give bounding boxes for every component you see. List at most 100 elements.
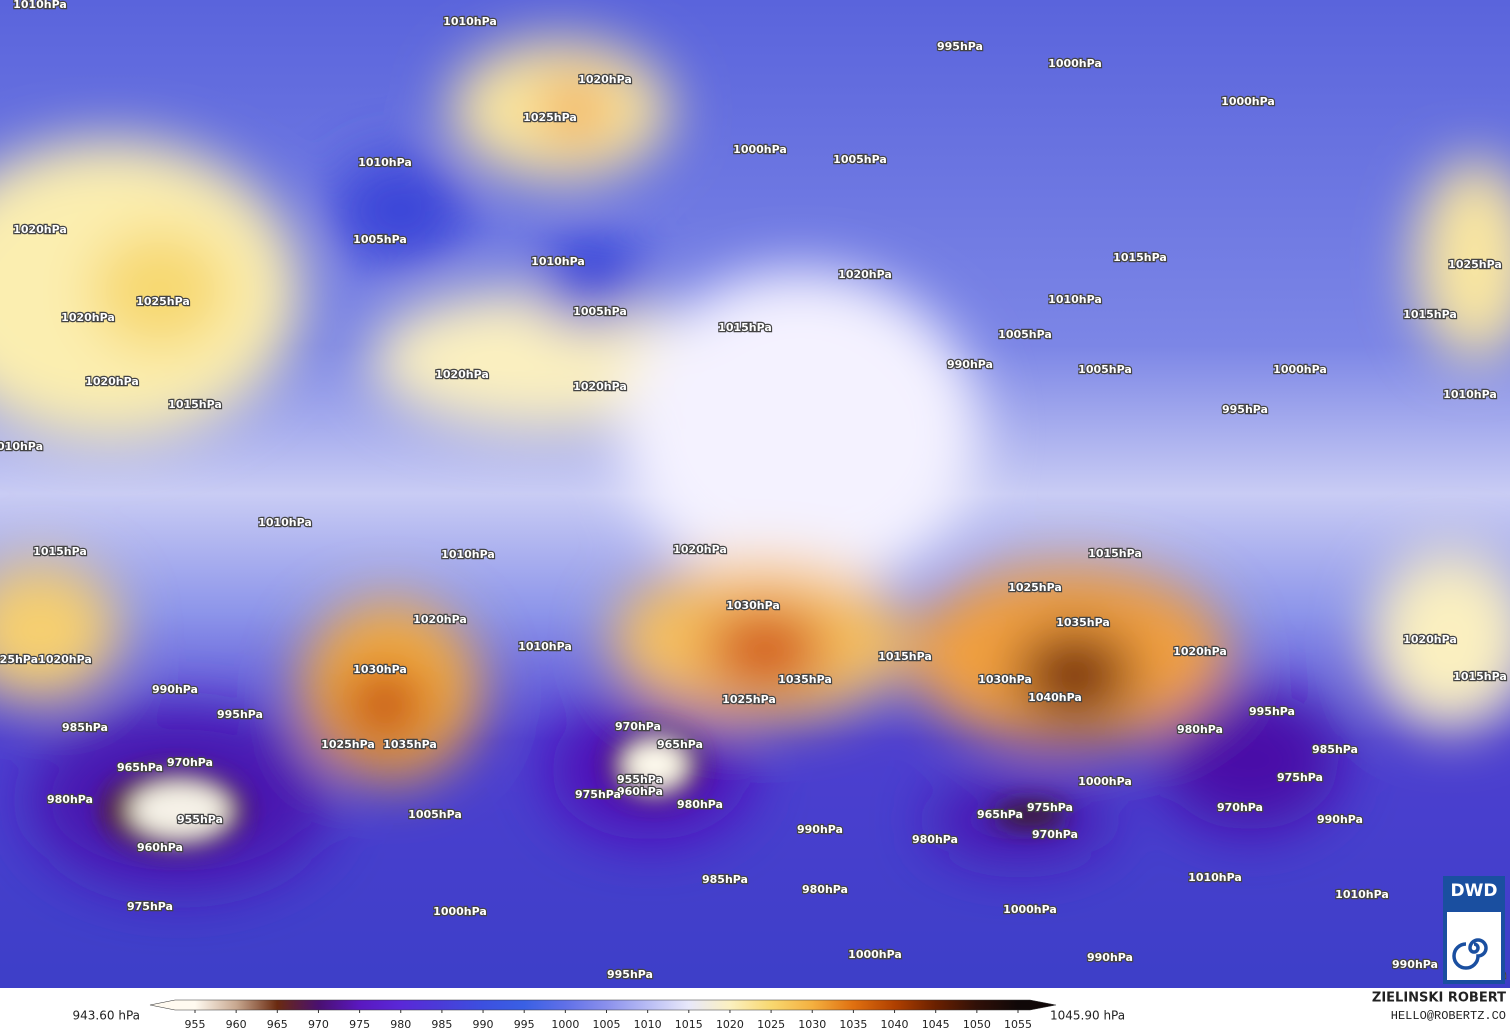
contour-label: 1005hPa [408, 808, 462, 821]
contour-label: 995hPa [937, 40, 983, 53]
contour-label: 1005hPa [353, 233, 407, 246]
contour-label: 960hPa [137, 841, 183, 854]
contour-label: 1000hPa [1273, 363, 1327, 376]
contour-label: 1020hPa [1403, 633, 1457, 646]
max-label: 1045.90 hPa [1050, 1009, 1125, 1023]
low-cores [105, 730, 1065, 850]
contour-label: 1025hPa [722, 693, 776, 706]
contour-label: 1010hPa [258, 516, 312, 529]
contour-label: 1020hPa [61, 311, 115, 324]
contour-labels: 1010hPa 995hPa 1000hPa 1020hPa 1025hPa 1000hP… [0, 0, 1508, 982]
colorbar-ramp [149, 999, 1057, 1011]
contour-label: 995hPa [1249, 705, 1295, 718]
contour-label: 1015hPa [1113, 251, 1167, 264]
colorbar-tick-label: 1015 [675, 1018, 703, 1031]
contour-label: 1020hPa [673, 543, 727, 556]
contour-label: 990hPa [797, 823, 843, 836]
colorbar-tick-label: 1030 [798, 1018, 826, 1031]
contour-label: 1010hPa [518, 640, 572, 653]
contour-label: 1020hPa [38, 653, 92, 666]
contour-label: 1005hPa [998, 328, 1052, 341]
colorbar: 943.60 hPa 1045.90 hPa ZIELINSKI ROBERT … [73, 991, 1507, 1032]
contour-label: 1000hPa [1078, 775, 1132, 788]
contour-label: 1015hPa [878, 650, 932, 663]
min-label: 943.60 hPa [73, 1009, 140, 1023]
contour-label: 980hPa [912, 833, 958, 846]
logo-text: DWD [1451, 881, 1498, 901]
contour-label: 975hPa [1277, 771, 1323, 784]
contour-label: 995hPa [1222, 403, 1268, 416]
colorbar-tick-label: 970 [308, 1018, 329, 1031]
contour-label: 010hPa [0, 440, 43, 453]
contour-label: 1025hPa [1008, 581, 1062, 594]
contour-label: 1015hPa [1403, 308, 1457, 321]
colorbar-tick-label: 985 [431, 1018, 452, 1031]
colorbar-tick-label: 1020 [716, 1018, 744, 1031]
contour-label: 1005hPa [833, 153, 887, 166]
contour-label: 1015hPa [1453, 670, 1507, 683]
contour-label: 965hPa [977, 808, 1023, 821]
contour-label: 990hPa [1392, 958, 1438, 971]
colorbar-tick-label: 1050 [963, 1018, 991, 1031]
contour-label: 990hPa [152, 683, 198, 696]
contour-label: 995hPa [217, 708, 263, 721]
contour-label: 995hPa [607, 968, 653, 981]
contour-label: 1010hPa [1048, 293, 1102, 306]
contour-label: 1025hPa [523, 111, 577, 124]
contour-label: 1000hPa [433, 905, 487, 918]
colorbar-tick-label: 1035 [839, 1018, 867, 1031]
contour-label: 1005hPa [1078, 363, 1132, 376]
contour-label: 975hPa [575, 788, 621, 801]
contour-label: 985hPa [702, 873, 748, 886]
contour-label: 970hPa [1217, 801, 1263, 814]
contour-label: 1010hPa [441, 548, 495, 561]
contour-label: 955hPa [617, 773, 663, 786]
pressure-field [0, 40, 1510, 890]
contour-label: 1015hPa [718, 321, 772, 334]
contour-label: 1035hPa [1056, 616, 1110, 629]
contour-label: 1025hPa [321, 738, 375, 751]
contour-label: 1010hPa [1443, 388, 1497, 401]
contour-label: 1035hPa [383, 738, 437, 751]
dwd-logo: DWD [1443, 876, 1505, 984]
contour-label: 970hPa [1032, 828, 1078, 841]
colorbar-tick-label: 1010 [634, 1018, 662, 1031]
contour-label: 1000hPa [733, 143, 787, 156]
colorbar-tick-label: 1055 [1004, 1018, 1032, 1031]
contour-label: 955hPa [177, 813, 223, 826]
contour-label: 025hPa [0, 653, 38, 666]
colorbar-tick-label: 980 [390, 1018, 411, 1031]
contour-label: 1035hPa [778, 673, 832, 686]
contour-label: 990hPa [947, 358, 993, 371]
contour-label: 1020hPa [85, 375, 139, 388]
contour-label: 1025hPa [1448, 258, 1502, 271]
colorbar-tick-label: 1025 [757, 1018, 785, 1031]
contour-label: 1015hPa [33, 545, 87, 558]
contour-label: 1000hPa [1221, 95, 1275, 108]
contour-label: 1020hPa [838, 268, 892, 281]
contour-label: 980hPa [1177, 723, 1223, 736]
colorbar-tick-label: 995 [514, 1018, 535, 1031]
contour-label: 1000hPa [1048, 57, 1102, 70]
contour-label: 990hPa [1317, 813, 1363, 826]
colorbar-tick-label: 1045 [922, 1018, 950, 1031]
colorbar-tick-label: 1000 [551, 1018, 579, 1031]
contour-label: 980hPa [47, 793, 93, 806]
colorbar-tick-label: 1005 [593, 1018, 621, 1031]
contour-label: 970hPa [167, 756, 213, 769]
contour-label: 1030hPa [726, 599, 780, 612]
contour-label: 1000hPa [848, 948, 902, 961]
contour-label: 1010hPa [443, 15, 497, 28]
contour-label: 975hPa [127, 900, 173, 913]
contour-label: 965hPa [117, 761, 163, 774]
credit-name: ZIELINSKI ROBERT [1372, 991, 1506, 1006]
contour-label: 980hPa [802, 883, 848, 896]
contour-label: 985hPa [1312, 743, 1358, 756]
contour-label: 970hPa [615, 720, 661, 733]
contour-label: 1030hPa [353, 663, 407, 676]
contour-label: 1005hPa [573, 305, 627, 318]
contour-label: 1020hPa [13, 223, 67, 236]
contour-label: 1020hPa [573, 380, 627, 393]
contour-label: 1010hPa [13, 0, 67, 11]
